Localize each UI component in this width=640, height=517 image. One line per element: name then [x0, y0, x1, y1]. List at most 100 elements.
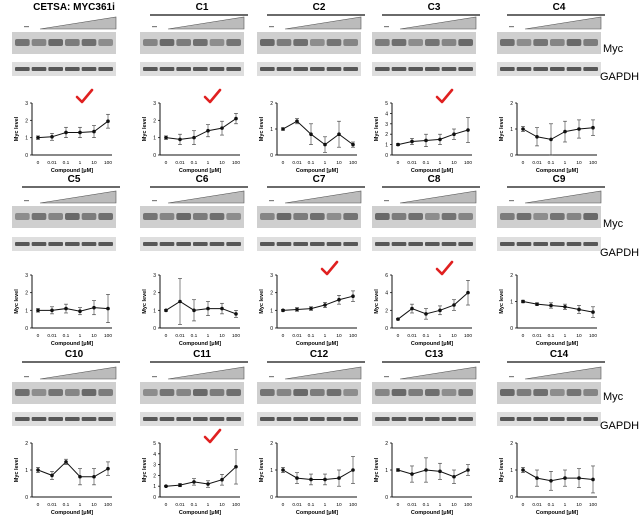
y-tick-label: 0	[510, 495, 513, 501]
data-point	[281, 468, 285, 472]
data-point	[178, 483, 182, 487]
myc-band	[65, 389, 80, 396]
gapdh-band	[458, 417, 473, 421]
gapdh-band	[176, 67, 191, 71]
gapdh-band	[310, 417, 325, 421]
gapdh-band	[500, 242, 515, 246]
myc-band	[391, 389, 407, 396]
data-point	[92, 305, 96, 310]
gapdh-band	[226, 242, 241, 246]
x-tick-label: 0	[397, 502, 400, 508]
gapdh-band	[260, 67, 275, 71]
x-tick-label: 0.01	[532, 160, 542, 166]
gapdh-band	[31, 417, 47, 421]
y-tick-label: 2	[270, 291, 273, 297]
y-tick-label: 3	[25, 101, 28, 107]
x-axis-label: Compound [μM]	[179, 168, 221, 174]
myc-band	[458, 39, 473, 46]
gapdh-band	[209, 67, 225, 71]
panel-title: C13	[425, 349, 444, 360]
vehicle-dash: –	[152, 195, 157, 205]
myc-label: Myc	[603, 218, 624, 230]
x-tick-label: 10	[576, 160, 582, 166]
x-tick-label: 0.1	[63, 333, 70, 339]
x-tick-label: 0.1	[191, 502, 198, 508]
series-line	[397, 292, 469, 320]
concentration-wedge	[524, 366, 602, 380]
y-tick-label: 0	[510, 153, 513, 159]
panel-c11: C11 – 0 1 2 3 4 5 Myc level 0 0.01 0.1 1 10 100 Compoun…	[140, 349, 248, 516]
vehicle-dash: –	[509, 195, 514, 205]
y-tick-label: 3	[25, 273, 28, 279]
checkmark-icon	[435, 88, 454, 104]
data-point	[563, 476, 567, 480]
series-line	[522, 127, 594, 140]
gapdh-band	[441, 242, 457, 246]
myc-band	[441, 213, 457, 220]
panel-c4: C4 – 0 1 2 Myc level 0 0.01 0.1 1 10 100 Compound [μ…	[497, 2, 605, 174]
myc-band	[566, 39, 582, 46]
y-tick-label: 2	[510, 101, 513, 107]
myc-band	[293, 39, 308, 46]
myc-band	[375, 39, 390, 46]
gapdh-band	[326, 242, 342, 246]
gapdh-band	[550, 242, 565, 246]
data-point	[452, 132, 456, 136]
x-tick-label: 1	[207, 502, 210, 508]
data-point	[164, 484, 168, 489]
myc-band	[143, 39, 158, 46]
concentration-wedge	[167, 16, 245, 30]
data-point	[337, 297, 341, 302]
x-tick-label: 0.1	[191, 160, 198, 166]
myc-band	[343, 39, 358, 46]
data-point	[281, 308, 285, 313]
gapdh-band	[65, 67, 80, 71]
myc-band	[226, 213, 241, 220]
myc-band	[15, 389, 30, 396]
panel-title: C11	[193, 349, 211, 360]
data-point	[78, 130, 82, 135]
panel-title: C6	[196, 174, 209, 185]
myc-band	[343, 213, 358, 220]
concentration-wedge	[524, 16, 602, 30]
data-point	[64, 130, 68, 135]
myc-band	[550, 39, 565, 46]
gapdh-band	[583, 242, 598, 246]
x-axis-label: Compound [μM]	[536, 168, 578, 174]
x-tick-label: 1	[564, 502, 567, 508]
myc-band	[260, 389, 275, 396]
panel-title: C5	[68, 174, 81, 185]
myc-band	[31, 389, 47, 396]
gapdh-band	[209, 242, 225, 246]
data-point	[521, 468, 525, 472]
gapdh-band	[209, 417, 225, 421]
x-tick-label: 0.01	[407, 333, 417, 339]
data-point	[309, 306, 313, 311]
y-tick-label: 2	[153, 473, 156, 479]
myc-band	[226, 39, 241, 46]
y-tick-label: 0	[153, 326, 156, 332]
data-point	[549, 137, 553, 142]
panel-title: C1	[196, 2, 209, 13]
myc-blot	[372, 206, 476, 228]
data-point	[220, 306, 224, 311]
gapdh-band	[176, 417, 191, 421]
x-tick-label: 1	[439, 502, 442, 508]
myc-band	[326, 39, 342, 46]
gapdh-band	[310, 242, 325, 246]
panel-title: C9	[553, 174, 566, 185]
vehicle-dash: –	[269, 195, 274, 205]
y-tick-label: 0	[25, 495, 28, 501]
gapdh-band	[425, 67, 440, 71]
y-axis-label: Myc level	[374, 116, 380, 141]
x-tick-label: 0	[282, 502, 285, 508]
gapdh-blot	[12, 237, 116, 251]
y-tick-label: 3	[385, 122, 388, 128]
gapdh-band	[375, 67, 390, 71]
x-tick-label: 100	[349, 160, 357, 166]
x-tick-label: 0	[522, 333, 525, 339]
myc-band	[550, 389, 565, 396]
y-tick-label: 2	[153, 291, 156, 297]
data-point	[424, 138, 428, 143]
x-axis-label: Compound [μM]	[51, 341, 93, 347]
